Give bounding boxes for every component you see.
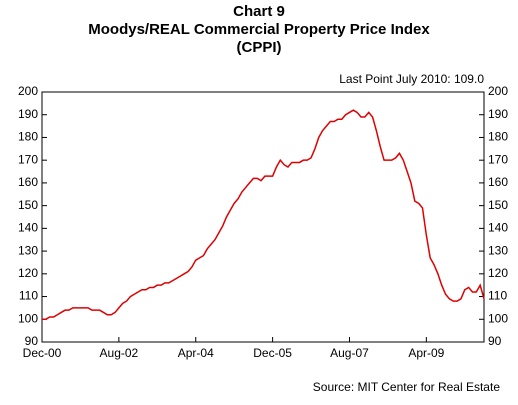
y2-tick-label: 120	[488, 266, 508, 280]
x-tick-label: Dec-05	[253, 346, 292, 360]
y2-tick-label: 90	[488, 334, 502, 348]
y-tick-label: 130	[18, 243, 38, 257]
x-tick-label: Aug-02	[100, 346, 139, 360]
line-series	[42, 109, 485, 321]
x-tick-label: Apr-09	[408, 346, 444, 360]
y-tick-label: 200	[18, 84, 38, 98]
y2-tick-label: 170	[488, 152, 508, 166]
y-tick-label: 160	[18, 175, 38, 189]
source: Source: MIT Center for Real Estate	[313, 380, 501, 394]
x-tick-label: Aug-07	[330, 346, 369, 360]
y2-tick-label: 190	[488, 107, 508, 121]
plot-frame	[41, 91, 485, 343]
x-tick-label: Dec-00	[23, 346, 62, 360]
y-tick-label: 120	[18, 266, 38, 280]
y2-tick-label: 150	[488, 198, 508, 212]
x-tick-label: Apr-04	[178, 346, 214, 360]
chart-title: (CPPI)	[237, 39, 282, 56]
y2-tick-label: 110	[488, 289, 507, 303]
y2-tick-label: 130	[488, 243, 508, 257]
y2-tick-label: 140	[488, 221, 508, 235]
y-tick-label: 110	[19, 289, 38, 303]
annotation: Last Point July 2010: 109.0	[339, 72, 484, 86]
chart-title: Chart 9	[233, 3, 285, 20]
y2-tick-label: 160	[488, 175, 508, 189]
y-tick-label: 150	[18, 198, 38, 212]
y-tick-label: 170	[18, 152, 38, 166]
y-tick-label: 90	[25, 334, 39, 348]
chart-title: Moodys/REAL Commercial Property Price In…	[88, 21, 430, 38]
y-tick-label: 100	[18, 311, 38, 325]
y-tick-label: 140	[18, 221, 38, 235]
y2-tick-label: 200	[488, 84, 508, 98]
y2-tick-label: 100	[488, 311, 508, 325]
y2-tick-label: 180	[488, 130, 508, 144]
y-tick-label: 190	[18, 107, 38, 121]
y-tick-label: 180	[18, 130, 38, 144]
